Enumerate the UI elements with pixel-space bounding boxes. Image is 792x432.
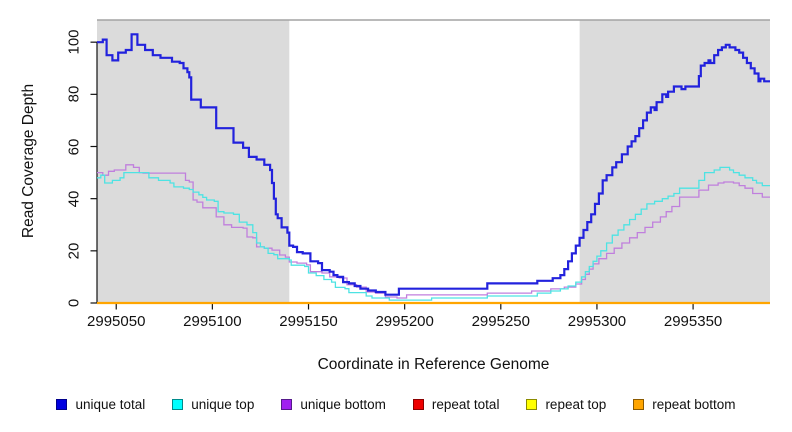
y-tick-label: 60	[65, 138, 83, 155]
legend: unique total unique top unique bottom re…	[0, 397, 792, 412]
x-tick-label: 2995050	[87, 313, 146, 330]
legend-label: unique top	[191, 397, 255, 412]
x-tick-label: 2995300	[567, 313, 627, 330]
y-axis-title: Read Coverage Depth	[20, 83, 37, 239]
legend-swatch-repeat-bottom	[633, 399, 645, 410]
series-unique-total	[97, 33, 770, 296]
shaded-region-1	[579, 20, 770, 303]
y-tick-label: 80	[65, 85, 83, 103]
legend-item-repeat-bottom: repeat bottom	[633, 397, 736, 412]
legend-swatch-repeat-top	[526, 399, 538, 410]
legend-item-repeat-top: repeat top	[526, 397, 606, 412]
x-tick-label: 2995250	[471, 313, 530, 330]
legend-item-unique-bottom: unique bottom	[281, 397, 386, 412]
x-tick-label: 2995150	[279, 313, 338, 330]
legend-swatch-unique-top	[172, 399, 184, 410]
x-tick-label: 2995350	[663, 313, 723, 330]
legend-label: repeat total	[431, 397, 500, 412]
shaded-region-0	[97, 20, 290, 303]
y-tick-label: 0	[65, 298, 83, 308]
x-axis-title: Coordinate in Reference Genome	[317, 356, 550, 373]
legend-label: unique total	[75, 397, 146, 412]
legend-item-unique-top: unique top	[172, 397, 254, 412]
series-unique-top	[97, 166, 770, 301]
legend-swatch-repeat-total	[412, 399, 424, 410]
legend-swatch-unique-total	[56, 399, 68, 410]
legend-item-repeat-total: repeat total	[412, 397, 500, 412]
legend-item-unique-total: unique total	[56, 397, 145, 412]
legend-swatch-unique-bottom	[281, 399, 293, 410]
y-tick-label: 40	[65, 190, 83, 207]
legend-label: repeat top	[545, 397, 607, 412]
x-tick-label: 2995100	[183, 313, 242, 330]
legend-label: repeat bottom	[652, 397, 736, 412]
y-tick-label: 100	[65, 29, 83, 55]
legend-label: unique bottom	[300, 397, 386, 412]
x-tick-label: 2995200	[375, 313, 434, 330]
y-tick-label: 20	[65, 242, 83, 260]
